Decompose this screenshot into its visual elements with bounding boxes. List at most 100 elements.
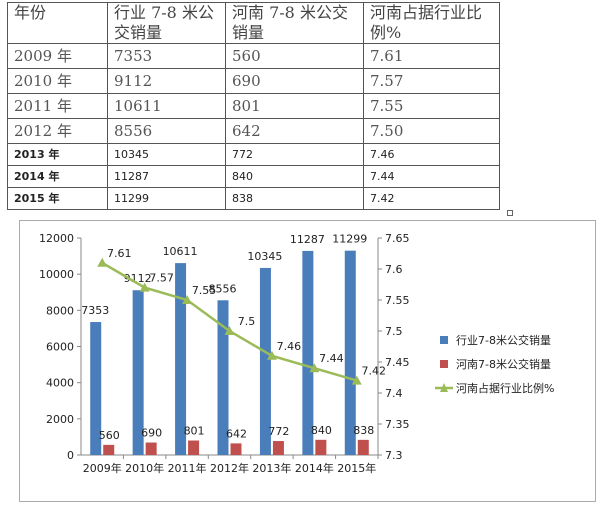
henan-cell: 772 bbox=[225, 143, 364, 166]
right-tick-label: 7.65 bbox=[385, 232, 410, 245]
right-tick-label: 7.5 bbox=[385, 325, 403, 338]
industry-cell: 8556 bbox=[107, 118, 226, 144]
left-tick-label: 12000 bbox=[39, 232, 74, 245]
chart-frame: 0 2000 4000 6000 8000 10000 12000 7.3 7.35 7.4 7.4… bbox=[19, 220, 596, 502]
industry-cell: 10345 bbox=[107, 143, 226, 166]
henan-bar-label: 690 bbox=[141, 427, 162, 440]
x-tick-label: 2009年 bbox=[83, 461, 122, 475]
combo-chart: 0 2000 4000 6000 8000 10000 12000 7.3 7.35 7.4 7.4… bbox=[39, 232, 554, 475]
industry-cell: 10611 bbox=[107, 93, 226, 119]
share-cell: 7.44 bbox=[363, 165, 500, 188]
industry-cell: 9112 bbox=[107, 68, 226, 94]
table-row: 2009 年 7353 560 7.61 bbox=[7, 43, 500, 69]
legend-swatch bbox=[440, 360, 448, 368]
table-row: 2015 年 11299 838 7.42 bbox=[7, 187, 500, 210]
x-tick-label: 2014年 bbox=[295, 461, 334, 475]
share-cell: 7.61 bbox=[363, 43, 500, 69]
henan-bar-label: 838 bbox=[353, 424, 374, 437]
x-tick-label: 2011年 bbox=[168, 461, 207, 475]
share-label: 7.42 bbox=[362, 365, 387, 378]
x-tick-label: 2010年 bbox=[125, 461, 164, 475]
henan-bar bbox=[145, 442, 157, 455]
share-label: 7.44 bbox=[319, 352, 344, 365]
right-tick-label: 7.55 bbox=[385, 294, 410, 307]
table-row: 2013 年 10345 772 7.46 bbox=[7, 143, 500, 166]
year-cell: 2010 年 bbox=[7, 68, 108, 94]
industry-bar bbox=[132, 290, 144, 455]
share-label: 7.55 bbox=[192, 284, 217, 297]
table-header-row: 年份 行业 7-8 米公交销量 河南 7-8 米公交销量 河南占据行业比例% bbox=[7, 2, 500, 44]
share-label: 7.61 bbox=[107, 247, 132, 260]
sales-table: 年份 行业 7-8 米公交销量 河南 7-8 米公交销量 河南占据行业比例% 2… bbox=[7, 2, 500, 210]
left-tick-label: 2000 bbox=[46, 413, 74, 426]
share-marker bbox=[139, 282, 150, 292]
left-tick-label: 6000 bbox=[46, 341, 74, 354]
share-cell: 7.55 bbox=[363, 93, 500, 119]
industry-bar-label: 8556 bbox=[209, 282, 237, 295]
x-tick-label: 2013年 bbox=[252, 461, 291, 475]
share-cell: 7.50 bbox=[363, 118, 500, 144]
henan-bar-label: 642 bbox=[226, 427, 247, 440]
share-cell: 7.42 bbox=[363, 187, 500, 210]
table-row: 2014 年 11287 840 7.44 bbox=[7, 165, 500, 188]
right-tick-label: 7.3 bbox=[385, 449, 403, 462]
share-marker bbox=[309, 363, 320, 373]
industry-bar bbox=[217, 300, 229, 455]
henan-cell: 840 bbox=[225, 165, 364, 188]
henan-cell: 642 bbox=[225, 118, 364, 144]
share-label: 7.5 bbox=[238, 315, 256, 328]
industry-bar-label: 7353 bbox=[81, 304, 109, 317]
left-tick-label: 0 bbox=[67, 449, 74, 462]
year-cell: 2011 年 bbox=[7, 93, 108, 119]
industry-bar-label: 10345 bbox=[247, 250, 282, 263]
legend-label: 河南7-8米公交销量 bbox=[456, 357, 551, 371]
henan-cell: 560 bbox=[225, 43, 364, 69]
henan-bar-label: 801 bbox=[184, 425, 205, 438]
henan-bar bbox=[357, 439, 369, 455]
henan-bar bbox=[188, 440, 200, 455]
share-marker bbox=[97, 257, 108, 267]
header-henan-sales: 河南 7-8 米公交销量 bbox=[225, 2, 364, 44]
share-marker bbox=[224, 326, 235, 335]
industry-bar-label: 9112 bbox=[124, 272, 152, 285]
industry-bar bbox=[344, 250, 356, 455]
year-cell: 2012 年 bbox=[7, 118, 108, 144]
legend-label: 河南占据行业比例% bbox=[456, 381, 554, 395]
legend-marker bbox=[440, 383, 448, 392]
legend-label: 行业7-8米公交销量 bbox=[456, 333, 551, 347]
industry-bar bbox=[90, 322, 102, 455]
right-tick-label: 7.45 bbox=[385, 356, 410, 369]
share-label: 7.46 bbox=[277, 340, 302, 353]
industry-bar bbox=[259, 267, 271, 455]
x-tick-label: 2015年 bbox=[337, 461, 376, 475]
year-cell: 2015 年 bbox=[7, 187, 108, 210]
henan-bar bbox=[272, 441, 284, 455]
industry-bar bbox=[302, 250, 314, 455]
henan-bar bbox=[103, 444, 115, 455]
industry-bar-label: 11287 bbox=[290, 233, 325, 246]
henan-cell: 801 bbox=[225, 93, 364, 119]
share-marker bbox=[266, 350, 277, 360]
year-cell: 2009 年 bbox=[7, 43, 108, 69]
share-label: 7.57 bbox=[149, 272, 174, 285]
share-marker bbox=[182, 295, 193, 304]
table-resize-handle[interactable] bbox=[507, 210, 513, 216]
right-tick-label: 7.35 bbox=[385, 418, 410, 431]
header-industry-sales: 行业 7-8 米公交销量 bbox=[107, 2, 226, 44]
industry-cell: 7353 bbox=[107, 43, 226, 69]
henan-bar bbox=[230, 443, 242, 455]
henan-cell: 690 bbox=[225, 68, 364, 94]
table-row: 2010 年 9112 690 7.57 bbox=[7, 68, 500, 94]
industry-bar-label: 11299 bbox=[332, 233, 367, 246]
henan-bar-label: 560 bbox=[99, 429, 120, 442]
henan-bar bbox=[315, 439, 327, 455]
left-tick-label: 4000 bbox=[46, 377, 74, 390]
henan-bar-label: 840 bbox=[311, 424, 332, 437]
industry-cell: 11287 bbox=[107, 165, 226, 188]
industry-bar-label: 10611 bbox=[163, 245, 198, 258]
industry-bar bbox=[175, 263, 187, 455]
year-cell: 2013 年 bbox=[7, 143, 108, 166]
left-tick-label: 8000 bbox=[46, 304, 74, 317]
right-tick-label: 7.6 bbox=[385, 263, 403, 276]
industry-cell: 11299 bbox=[107, 187, 226, 210]
